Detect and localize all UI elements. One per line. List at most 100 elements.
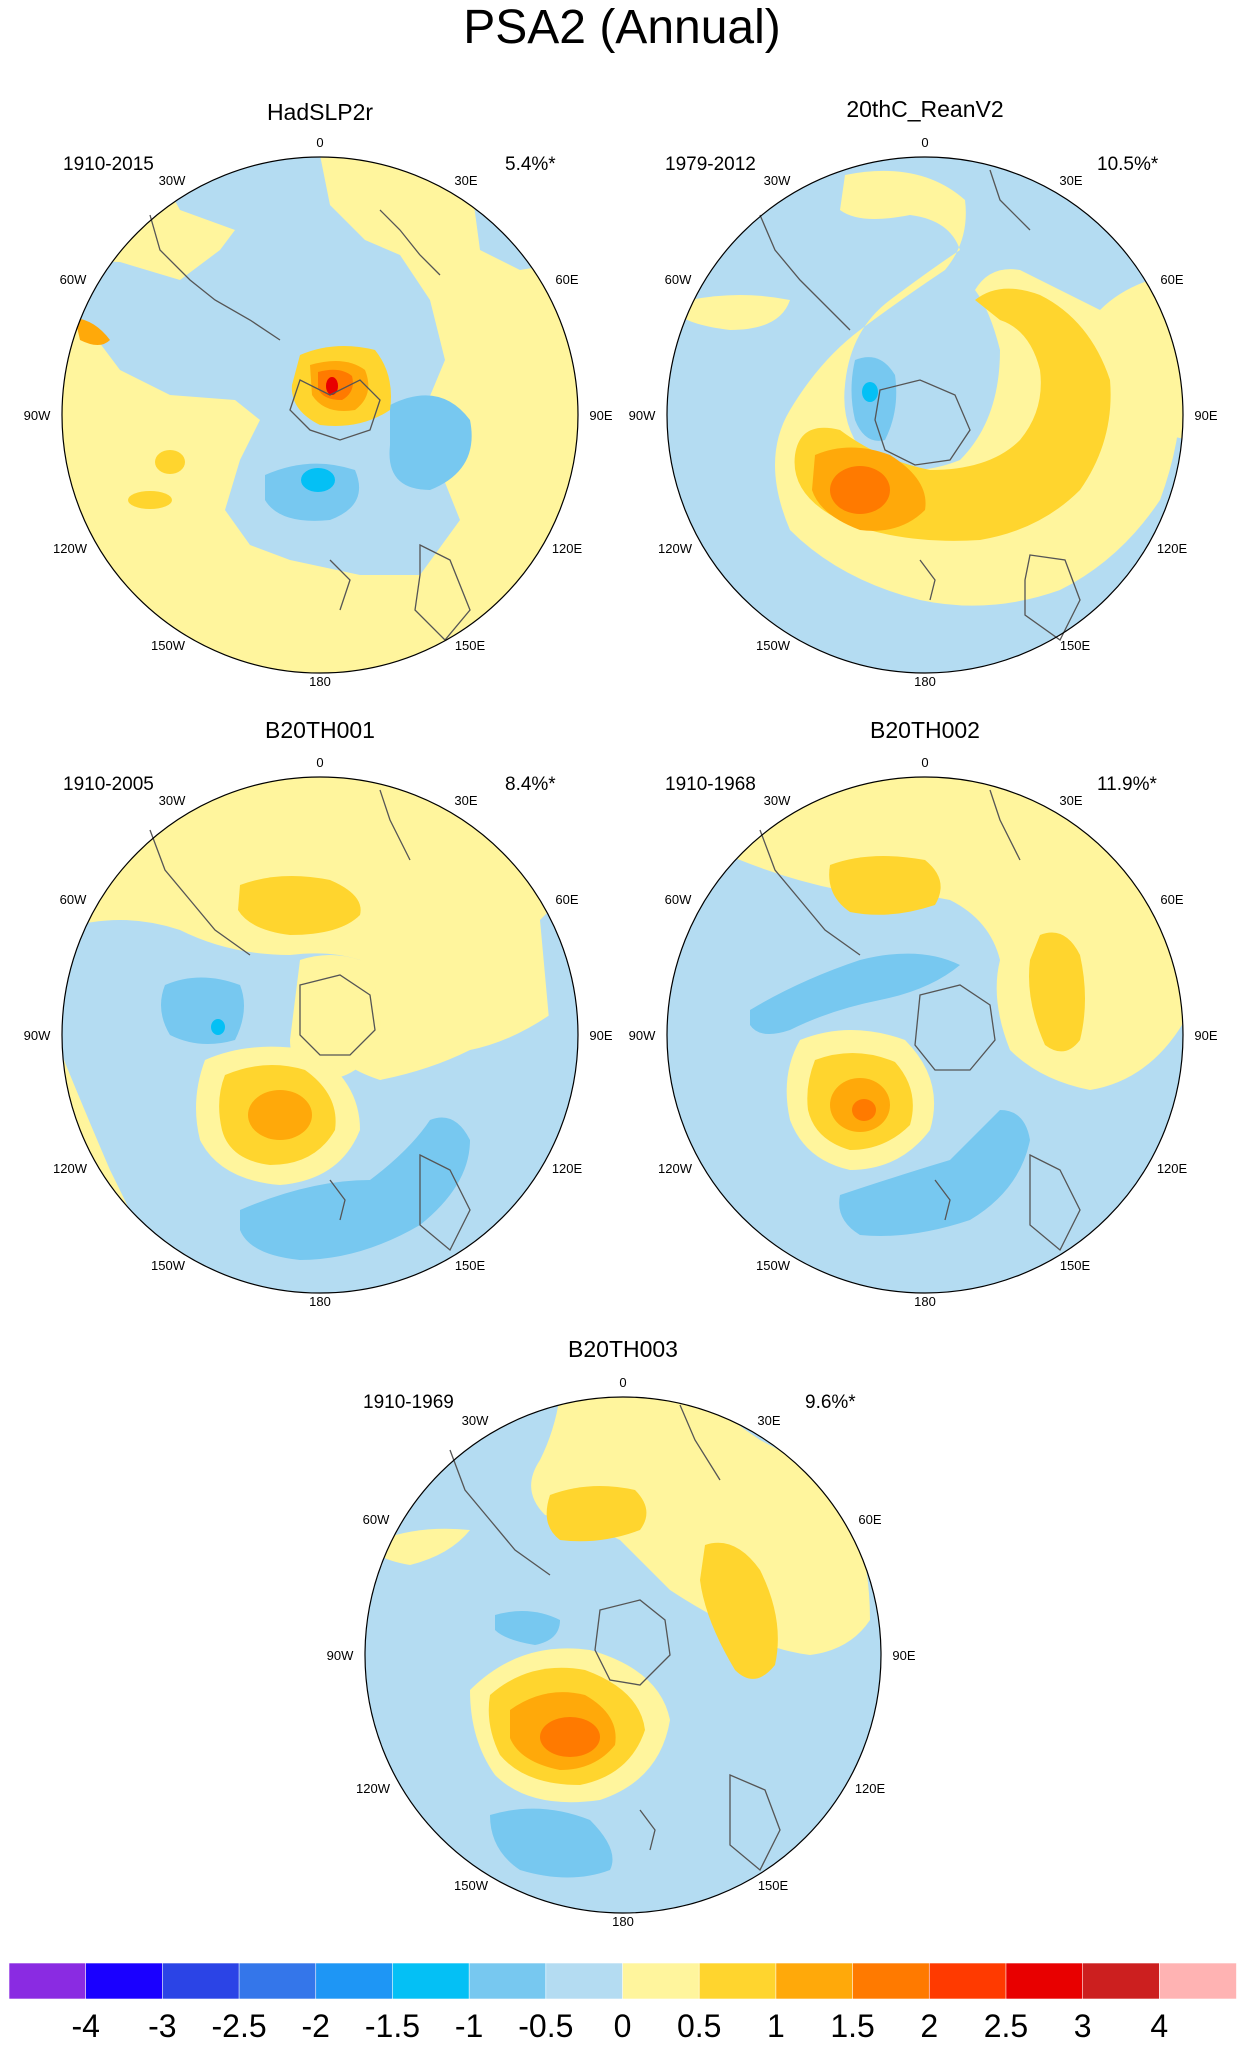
- lon-label-120e: 120E: [552, 1161, 583, 1176]
- field-neg-1-5: [862, 382, 878, 402]
- field-pos-small-b: [128, 491, 172, 509]
- field-pos-west: [75, 318, 110, 345]
- lon-label-30e: 30E: [454, 173, 477, 188]
- longitude-labels: 0 30E 60E 90E 120E 150E 180 150W 120W 90…: [24, 755, 613, 1309]
- lon-label-30e: 30E: [1059, 173, 1082, 188]
- field-pos-northwest: [680, 295, 790, 330]
- lon-label-30w: 30W: [764, 173, 791, 188]
- map-border: [61, 156, 579, 674]
- lon-label-90w: 90W: [24, 1028, 51, 1043]
- field-pos-2: [830, 466, 890, 514]
- coastline: [149, 209, 471, 641]
- panel-variance: 9.6%*: [805, 1392, 856, 1413]
- field-neg-1-5: [211, 1019, 225, 1035]
- lon-label-150e: 150E: [455, 638, 486, 653]
- longitude-labels: 0 30E 60E 90E 120E 150E 180 150W 120W 90…: [327, 1375, 916, 1929]
- panel-period: 1979-2012: [665, 154, 756, 175]
- lon-label-0: 0: [619, 1375, 626, 1390]
- field-neg-1-south: [240, 1117, 470, 1260]
- colorbar-tick-label: 4: [1150, 2008, 1168, 2044]
- longitude-labels: 0 30E 60E 90E 120E 150E 180 150W 120W 90…: [629, 755, 1218, 1309]
- colorbar-swatch: [928, 1962, 1007, 2000]
- lon-label-60w: 60W: [60, 272, 87, 287]
- longitude-labels: 0 30E 60E 90E 120E 150E 180 150W 120W 90…: [24, 135, 613, 689]
- panel-title: B20TH002: [870, 717, 980, 743]
- colorbar-tick-label: 1.5: [830, 2008, 874, 2044]
- lon-label-90e: 90E: [589, 408, 612, 423]
- colorbar-labels: -4 -3 -2.5 -2 -1.5 -1 -0.5 0 0.5 1 1.5 2 2.5 3 4: [71, 2008, 1168, 2044]
- panel-period: 1910-2015: [63, 154, 154, 175]
- map-border: [666, 776, 1184, 1294]
- field-neg-1-south: [839, 1110, 1030, 1236]
- lon-label-120e: 120E: [552, 541, 583, 556]
- colorbar-tick-label: -1.5: [365, 2008, 420, 2044]
- lon-label-150w: 150W: [151, 638, 186, 653]
- field-neg-1-south: [490, 1808, 613, 1878]
- lon-label-90e: 90E: [892, 1648, 915, 1663]
- colorbar-swatch: [545, 1962, 624, 2000]
- lon-label-150w: 150W: [756, 1258, 791, 1273]
- colorbar-swatch: [468, 1962, 547, 2000]
- map-border: [364, 1396, 882, 1914]
- lon-label-180: 180: [309, 1294, 331, 1309]
- lon-label-180: 180: [309, 674, 331, 689]
- lon-label-120e: 120E: [1157, 1161, 1188, 1176]
- map-field: [365, 1397, 881, 1913]
- lon-label-60w: 60W: [60, 892, 87, 907]
- lon-label-30w: 30W: [159, 793, 186, 808]
- lon-label-30e: 30E: [1059, 793, 1082, 808]
- lon-label-0: 0: [316, 135, 323, 150]
- lon-label-150e: 150E: [455, 1258, 486, 1273]
- colorbar-swatch: [1005, 1962, 1084, 2000]
- map-border: [666, 156, 1184, 674]
- panel-title: 20thC_ReanV2: [846, 96, 1003, 122]
- lon-label-120w: 120W: [53, 541, 88, 556]
- panel-b20th001: B20TH001 1910-2005 8.4%* 0 30E 60E 90E 1…: [24, 717, 613, 1309]
- lon-label-120e: 120E: [1157, 541, 1188, 556]
- lon-label-180: 180: [612, 1914, 634, 1929]
- lon-label-90w: 90W: [629, 1028, 656, 1043]
- colorbar-swatch: [1159, 1962, 1237, 2000]
- longitude-labels: 0 30E 60E 90E 120E 150E 180 150W 120W 90…: [629, 135, 1218, 689]
- panel-variance: 5.4%*: [505, 154, 556, 175]
- field-pos-2: [540, 1717, 600, 1757]
- field-neg-1b: [265, 463, 360, 521]
- map-field: [667, 157, 1183, 673]
- lon-label-60e: 60E: [858, 1512, 881, 1527]
- panel-variance: 10.5%*: [1097, 154, 1159, 175]
- colorbar-swatch: [238, 1962, 317, 2000]
- colorbar-tick-label: 2.5: [984, 2008, 1028, 2044]
- lon-label-150e: 150E: [758, 1878, 789, 1893]
- field-pos-1-5: [248, 1090, 312, 1140]
- colorbar-tick-label: 3: [1074, 2008, 1092, 2044]
- panel-variance: 11.9%*: [1097, 774, 1157, 795]
- lon-label-90w: 90W: [24, 408, 51, 423]
- lon-label-30w: 30W: [462, 1413, 489, 1428]
- colorbar: -4 -3 -2.5 -2 -1.5 -1 -0.5 0 0.5 1 1.5 2 2.5 3 4: [8, 1962, 1237, 2044]
- colorbar-swatch: [315, 1962, 394, 2000]
- coastline: [449, 1404, 781, 1872]
- field-pos-west: [375, 1528, 470, 1565]
- map-field: [62, 157, 578, 673]
- colorbar-tick-label: -4: [71, 2008, 99, 2044]
- field-neg-1-west: [161, 977, 244, 1044]
- colorbar-swatch: [775, 1962, 854, 2000]
- coastline: [149, 789, 471, 1252]
- coastline: [759, 789, 1081, 1252]
- lon-label-150w: 150W: [454, 1878, 489, 1893]
- colorbar-tick-label: -2: [302, 2008, 330, 2044]
- lon-label-90e: 90E: [1194, 408, 1217, 423]
- colorbar-swatch: [1082, 1962, 1161, 2000]
- lon-label-150w: 150W: [756, 638, 791, 653]
- panel-period: 1910-1968: [665, 774, 756, 795]
- colorbar-swatch: [622, 1962, 700, 2000]
- figure-title: PSA2 (Annual): [463, 1, 781, 54]
- field-neg: [62, 157, 460, 575]
- panel-hadslp2r: HadSLP2r 1910-2015 5.4%* 0 30E 60E 90E 1…: [24, 99, 613, 689]
- field-pos-1-north: [238, 876, 361, 935]
- field-pos-inner: [290, 955, 381, 1080]
- lon-label-60e: 60E: [555, 272, 578, 287]
- panel-period: 1910-1969: [363, 1392, 454, 1413]
- field-pos-1-north: [546, 1486, 647, 1542]
